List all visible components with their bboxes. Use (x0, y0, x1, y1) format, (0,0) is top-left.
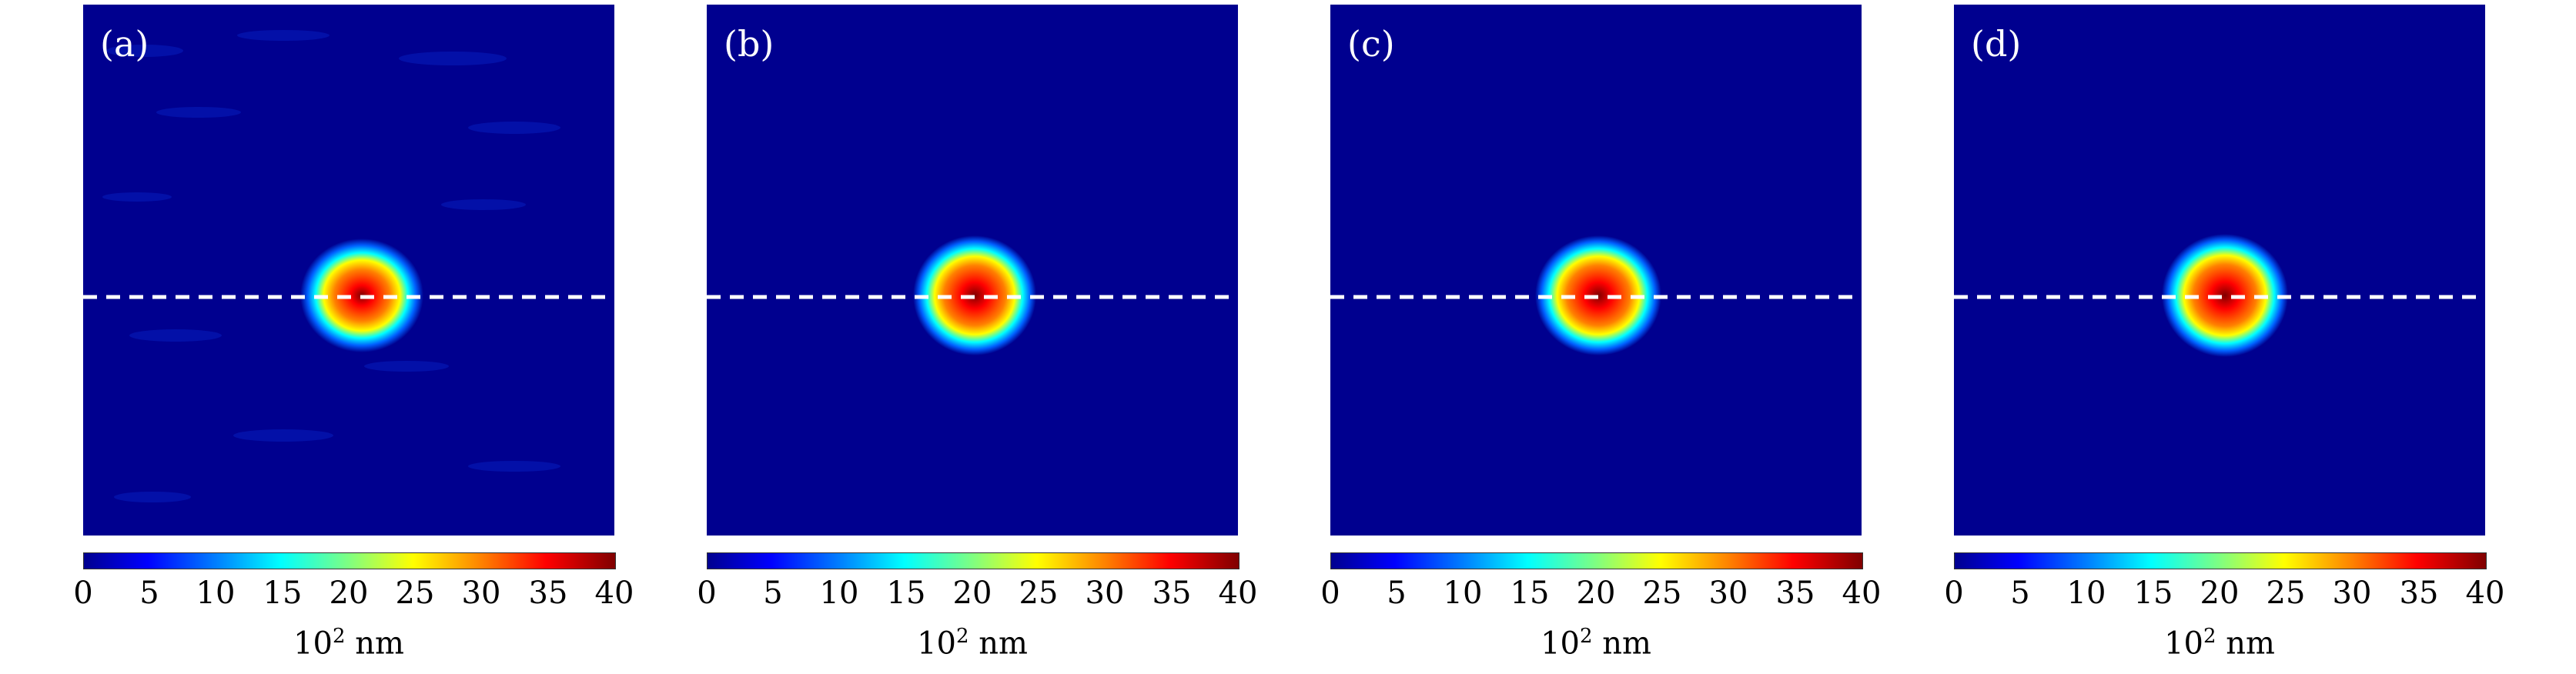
tick-label: 35 (2399, 576, 2439, 611)
colorbar-unit-c: 102 nm (1541, 625, 1651, 662)
tick-label: 20 (952, 576, 992, 611)
heatmap-b-svg (707, 5, 1238, 536)
heatmap-c: (c) (1330, 5, 1862, 536)
tick-label: 10 (2066, 576, 2106, 611)
tick-label: 35 (528, 576, 568, 611)
panel-d: (d) 0 5 10 15 20 25 30 35 40 102 nm (1944, 0, 2504, 674)
tick-label: 5 (139, 576, 159, 611)
heatmap-c-svg (1330, 5, 1862, 536)
tick-label: 0 (73, 576, 93, 611)
tick-label: 15 (263, 576, 303, 611)
panel-a: (a) 0 5 10 15 20 25 30 35 40 102 nm (73, 0, 634, 674)
colorbar-ticks-d: 0 5 10 15 20 25 30 35 40 (1944, 569, 2504, 639)
tick-label: 30 (2332, 576, 2372, 611)
panel-b: (b) 0 5 10 15 20 25 30 35 40 102 nm (697, 0, 1257, 674)
colorbar-unit-b: 102 nm (917, 625, 1028, 662)
tick-label: 30 (1708, 576, 1748, 611)
tick-label: 0 (1320, 576, 1340, 611)
heatmap-b: (b) (707, 5, 1238, 536)
tick-label: 35 (1152, 576, 1192, 611)
colorbar-ticks-c: 0 5 10 15 20 25 30 35 40 (1320, 569, 1881, 639)
tick-label: 20 (329, 576, 369, 611)
tick-label: 10 (1443, 576, 1483, 611)
tick-label: 20 (1576, 576, 1616, 611)
colorbar-d (1954, 552, 2487, 569)
tick-label: 5 (763, 576, 783, 611)
tick-label: 25 (395, 576, 435, 611)
panel-label-a: (a) (100, 23, 149, 65)
tick-label: 15 (886, 576, 926, 611)
tick-label: 20 (2200, 576, 2240, 611)
tick-label: 25 (1642, 576, 1682, 611)
tick-label: 5 (2010, 576, 2030, 611)
heatmap-a: (a) (83, 5, 614, 536)
colorbar-unit-a: 102 nm (293, 625, 404, 662)
tick-label: 0 (1944, 576, 1964, 611)
tick-label: 5 (1387, 576, 1407, 611)
tick-label: 40 (594, 576, 634, 611)
tick-label: 10 (196, 576, 236, 611)
panel-label-d: (d) (1971, 23, 2022, 65)
panel-label-c: (c) (1347, 23, 1395, 65)
tick-label: 15 (2133, 576, 2173, 611)
colorbar-ticks-b: 0 5 10 15 20 25 30 35 40 (697, 569, 1257, 639)
colorbar-ticks-a: 0 5 10 15 20 25 30 35 40 (73, 569, 634, 639)
colorbar-unit-d: 102 nm (2164, 625, 2275, 662)
tick-label: 25 (1019, 576, 1059, 611)
tick-label: 15 (1510, 576, 1550, 611)
colorbar-c (1330, 552, 1863, 569)
heatmap-a-svg (83, 5, 614, 536)
panel-c: (c) 0 5 10 15 20 25 30 35 40 102 nm (1320, 0, 1881, 674)
heatmap-d: (d) (1954, 5, 2485, 536)
panel-label-b: (b) (724, 23, 774, 65)
tick-label: 35 (1775, 576, 1815, 611)
tick-label: 10 (819, 576, 859, 611)
tick-label: 30 (461, 576, 501, 611)
tick-label: 40 (1218, 576, 1258, 611)
tick-label: 40 (2465, 576, 2505, 611)
heatmap-d-svg (1954, 5, 2485, 536)
tick-label: 25 (2266, 576, 2306, 611)
tick-label: 0 (697, 576, 717, 611)
colorbar-b (707, 552, 1239, 569)
colorbar-a (83, 552, 616, 569)
tick-label: 30 (1085, 576, 1125, 611)
tick-label: 40 (1842, 576, 1882, 611)
